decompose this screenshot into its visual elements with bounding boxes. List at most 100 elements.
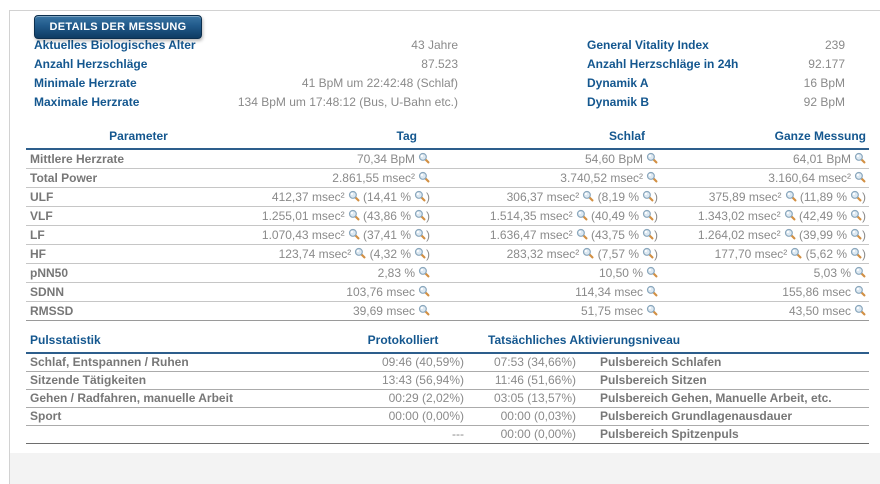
summary-value: 239 xyxy=(824,37,845,52)
percent-text: 4,32 % xyxy=(373,247,411,261)
magnifier-icon[interactable] xyxy=(784,209,796,221)
parameter-value-cell: 375,89 msec² (11,89 %) xyxy=(661,187,869,207)
table-row: Mittlere Herzrate 70,34 BpM 54,60 BpM 64,01… xyxy=(26,149,869,169)
parameter-name: LF xyxy=(26,225,251,245)
magnifier-icon[interactable] xyxy=(850,190,862,202)
magnifier-icon[interactable] xyxy=(576,228,588,240)
summary-label: General Vitality Index xyxy=(587,37,709,52)
value-text: 1.343,02 msec² xyxy=(697,209,781,223)
magnifier-icon[interactable] xyxy=(850,209,862,221)
parameter-value-cell: 70,34 BpM xyxy=(251,149,433,169)
value-text: 43,50 msec xyxy=(788,304,851,318)
magnifier-icon[interactable] xyxy=(418,171,430,183)
magnifier-icon[interactable] xyxy=(854,152,866,164)
parameter-value-cell: 1.255,01 msec² (43,86 %) xyxy=(251,206,433,226)
magnifier-icon[interactable] xyxy=(850,247,862,259)
summary-label: Dynamik B xyxy=(587,94,650,109)
table-row: LF 1.070,43 msec² (37,41 %) 1.636,47 msec²… xyxy=(26,225,869,245)
magnifier-icon[interactable] xyxy=(854,285,866,297)
magnifier-icon[interactable] xyxy=(854,304,866,316)
magnifier-icon[interactable] xyxy=(642,247,654,259)
summary-right-column: General Vitality Index 239 Anzahl Herzschl… xyxy=(587,35,845,111)
magnifier-icon[interactable] xyxy=(854,266,866,278)
table-row: Schlaf, Entspannen / Ruhen 09:46 (40,59%)… xyxy=(26,353,869,372)
activity-name: Sitzende Tätigkeiten xyxy=(26,371,338,390)
summary-value: 41 BpM um 22:42:48 (Schlaf) xyxy=(301,75,458,90)
magnifier-icon[interactable] xyxy=(576,209,588,221)
pulse-table-header-row: Pulsstatistik Protokolliert Tatsächliche… xyxy=(26,329,869,354)
summary-label: Dynamik A xyxy=(587,75,649,90)
pulse-header-pulsstatistik: Pulsstatistik xyxy=(26,329,338,354)
hrv-header-parameter: Parameter xyxy=(26,125,251,150)
magnifier-icon[interactable] xyxy=(418,152,430,164)
pulse-header-aktivierungsniveau: Tatsächliches Aktivierungsniveau xyxy=(468,329,869,354)
value-text: 3.740,52 msec² xyxy=(560,171,643,185)
magnifier-icon[interactable] xyxy=(418,304,430,316)
summary-left-column: Aktuelles Biologisches Alter 43 Jahre Anza… xyxy=(34,35,458,111)
magnifier-icon[interactable] xyxy=(582,247,594,259)
tatsaechlich-value: 00:00 (0,00%) xyxy=(468,425,580,444)
magnifier-icon[interactable] xyxy=(348,228,360,240)
parameter-value-cell: 2,83 % xyxy=(251,263,433,283)
magnifier-icon[interactable] xyxy=(642,190,654,202)
magnifier-icon[interactable] xyxy=(418,285,430,297)
value-text: 412,37 msec² xyxy=(271,190,345,204)
parameter-name: ULF xyxy=(26,187,251,207)
magnifier-icon[interactable] xyxy=(348,209,360,221)
protokolliert-value: 00:29 (2,02%) xyxy=(338,389,468,408)
parameter-value-cell: 54,60 BpM xyxy=(433,149,661,169)
value-text: 155,86 msec xyxy=(782,285,851,299)
magnifier-icon[interactable] xyxy=(642,209,654,221)
value-text: 1.070,43 msec² xyxy=(261,228,345,242)
activity-name: Sport xyxy=(26,407,338,426)
parameter-value-cell: 1.636,47 msec² (43,75 %) xyxy=(433,225,661,245)
protokolliert-value: 00:00 (0,00%) xyxy=(338,407,468,426)
table-row: VLF 1.255,01 msec² (43,86 %) 1.514,35 msec… xyxy=(26,206,869,226)
magnifier-icon[interactable] xyxy=(642,228,654,240)
value-text: 51,75 msec xyxy=(580,304,643,318)
value-text: 39,69 msec xyxy=(352,304,415,318)
pulsbereich-name: Pulsbereich Spitzenpuls xyxy=(580,425,869,444)
summary-row: Anzahl Herzschläge in 24h 92.177 xyxy=(587,54,845,73)
value-text: 3.160,64 msec² xyxy=(768,171,851,185)
magnifier-icon[interactable] xyxy=(646,266,658,278)
details-der-messung-button[interactable]: DETAILS DER MESSUNG xyxy=(34,15,202,39)
value-text: 306,37 msec² xyxy=(506,190,580,204)
magnifier-icon[interactable] xyxy=(646,285,658,297)
summary-value: 134 BpM um 17:48:12 (Bus, U-Bahn etc.) xyxy=(237,94,458,109)
activity-name: Gehen / Radfahren, manuelle Arbeit xyxy=(26,389,338,408)
value-text: 123,74 msec² xyxy=(278,247,352,261)
parameter-name: pNN50 xyxy=(26,263,251,283)
magnifier-icon[interactable] xyxy=(646,171,658,183)
magnifier-icon[interactable] xyxy=(348,190,360,202)
magnifier-icon[interactable] xyxy=(790,247,802,259)
parameter-value-cell: 1.514,35 msec² (40,49 %) xyxy=(433,206,661,226)
magnifier-icon[interactable] xyxy=(850,228,862,240)
parameter-value-cell: 43,50 msec xyxy=(661,301,869,321)
magnifier-icon[interactable] xyxy=(646,152,658,164)
value-text: 1.514,35 msec² xyxy=(489,209,573,223)
summary-label: Minimale Herzrate xyxy=(34,75,137,90)
magnifier-icon[interactable] xyxy=(354,247,366,259)
percent-text: 14,41 % xyxy=(366,190,411,204)
hrv-table-header-row: Parameter Tag Schlaf Ganze Messung xyxy=(26,125,869,150)
parameter-value-cell: 5,03 % xyxy=(661,263,869,283)
magnifier-icon[interactable] xyxy=(414,228,426,240)
magnifier-icon[interactable] xyxy=(854,171,866,183)
magnifier-icon[interactable] xyxy=(582,190,594,202)
summary-label: Anzahl Herzschläge xyxy=(34,56,148,71)
parameter-value-cell: 123,74 msec² (4,32 %) xyxy=(251,244,433,264)
magnifier-icon[interactable] xyxy=(418,266,430,278)
magnifier-icon[interactable] xyxy=(414,190,426,202)
summary-label: Maximale Herzrate xyxy=(34,94,140,109)
magnifier-icon[interactable] xyxy=(785,190,797,202)
magnifier-icon[interactable] xyxy=(414,247,426,259)
magnifier-icon[interactable] xyxy=(646,304,658,316)
table-row: Total Power 2.861,55 msec² 3.740,52 msec² 3… xyxy=(26,168,869,188)
value-text: 2,83 % xyxy=(377,266,415,280)
magnifier-icon[interactable] xyxy=(414,209,426,221)
summary-value: 87.523 xyxy=(421,56,458,71)
magnifier-icon[interactable] xyxy=(784,228,796,240)
table-row: HF 123,74 msec² (4,32 %) 283,32 msec² (7,5… xyxy=(26,244,869,264)
pulsbereich-name: Pulsbereich Schlafen xyxy=(580,353,869,372)
